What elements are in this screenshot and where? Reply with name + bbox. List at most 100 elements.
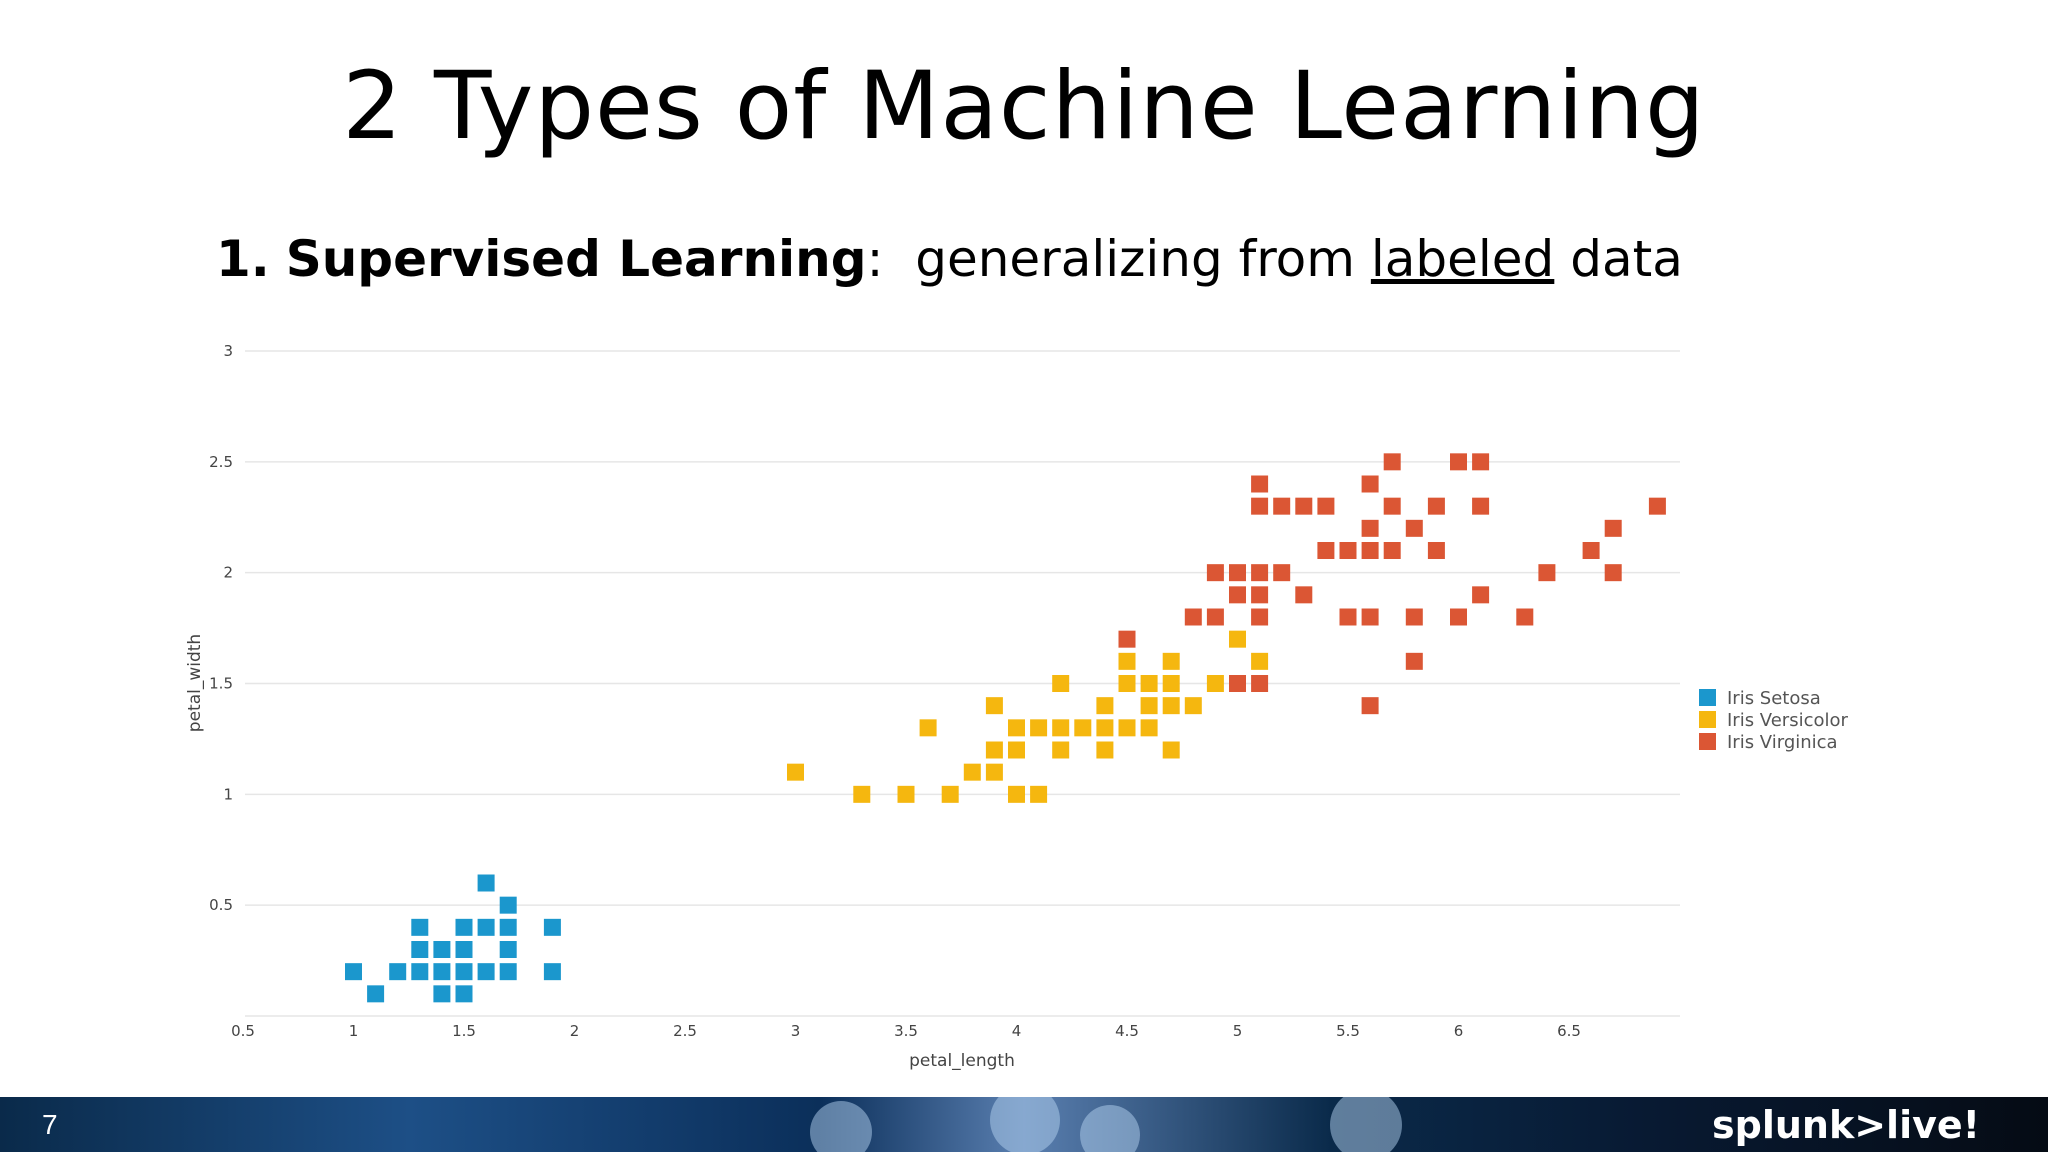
- subtitle-number: 1.: [216, 230, 270, 288]
- data-point: [477, 918, 495, 936]
- data-point: [433, 941, 451, 958]
- y-tick-label: 0.5: [209, 896, 233, 914]
- data-point: [455, 918, 473, 936]
- data-point: [941, 785, 959, 803]
- x-tick-label: 3: [791, 1022, 801, 1040]
- data-point: [1052, 675, 1070, 692]
- subtitle-post: data: [1570, 230, 1683, 288]
- data-point: [367, 985, 385, 1003]
- data-point: [1251, 675, 1269, 692]
- data-point: [897, 785, 915, 803]
- x-tick-label: 5.5: [1336, 1022, 1360, 1040]
- data-point: [1206, 675, 1224, 692]
- legend-label: Iris Setosa: [1727, 688, 1821, 709]
- data-point: [1118, 630, 1136, 648]
- legend-swatch: [1699, 733, 1716, 750]
- x-tick-label: 4.5: [1115, 1022, 1139, 1040]
- data-point: [1162, 741, 1180, 759]
- data-point: [1118, 719, 1136, 737]
- data-point: [1383, 497, 1401, 515]
- data-point: [1361, 519, 1379, 537]
- data-point: [1008, 785, 1025, 803]
- data-point: [1052, 719, 1070, 737]
- data-point: [411, 918, 429, 936]
- data-point: [1118, 652, 1136, 670]
- subtitle-pre: generalizing from: [915, 230, 1355, 288]
- data-point: [1450, 453, 1467, 471]
- data-point: [1184, 697, 1202, 715]
- data-point: [1229, 564, 1246, 582]
- footer-bar: 7 splunk>live!: [0, 1097, 2048, 1152]
- x-tick-label: 6: [1454, 1022, 1464, 1040]
- x-tick-label: 5: [1233, 1022, 1243, 1040]
- data-point: [1339, 608, 1357, 626]
- data-point: [1206, 608, 1224, 626]
- slide-title: 2 Types of Machine Learning: [342, 52, 1706, 161]
- data-point: [477, 874, 495, 892]
- brand-logo: splunk>live!: [1712, 1103, 1980, 1147]
- data-point: [455, 963, 473, 981]
- data-point: [1184, 608, 1202, 626]
- data-point: [1273, 497, 1291, 515]
- data-point: [1162, 652, 1180, 670]
- data-point: [1582, 542, 1600, 559]
- data-point: [543, 918, 561, 936]
- x-tick-label: 1: [349, 1022, 359, 1040]
- x-tick-label: 6.5: [1557, 1022, 1581, 1040]
- y-tick-label: 2: [223, 564, 233, 582]
- data-point: [1140, 675, 1158, 692]
- data-point: [1008, 719, 1025, 737]
- legend-swatch: [1699, 689, 1716, 706]
- data-point: [919, 719, 937, 737]
- data-point: [1251, 475, 1269, 493]
- data-point: [1383, 542, 1401, 559]
- x-tick-label: 2: [570, 1022, 580, 1040]
- data-point: [433, 963, 451, 981]
- footer-decoration: [1080, 1105, 1140, 1152]
- footer-decoration: [1330, 1097, 1402, 1152]
- data-point: [1206, 564, 1224, 582]
- subtitle-underlined: labeled: [1370, 230, 1555, 288]
- footer-decoration: [810, 1101, 872, 1152]
- data-point: [1295, 497, 1313, 515]
- x-tick-label: 3.5: [894, 1022, 918, 1040]
- data-point: [1162, 675, 1180, 692]
- data-point: [963, 763, 981, 781]
- data-point: [1096, 719, 1114, 737]
- data-point: [1472, 497, 1490, 515]
- data-point: [1361, 542, 1379, 559]
- slide-subtitle: 1. Supervised Learning: generalizing fro…: [216, 230, 1683, 288]
- data-point: [499, 896, 517, 914]
- data-point: [411, 941, 429, 958]
- legend-swatch: [1699, 711, 1716, 728]
- data-point: [455, 941, 473, 958]
- data-point: [1339, 542, 1357, 559]
- data-point: [1472, 586, 1490, 604]
- data-point: [1251, 608, 1269, 626]
- x-axis-label: petal_length: [909, 1051, 1015, 1071]
- data-point: [1361, 608, 1379, 626]
- x-tick-label: 0.5: [231, 1022, 255, 1040]
- x-tick-label: 1.5: [452, 1022, 476, 1040]
- data-point: [1251, 652, 1269, 670]
- legend-label: Iris Versicolor: [1727, 710, 1849, 731]
- data-point: [499, 918, 517, 936]
- data-point: [1008, 741, 1025, 759]
- data-point: [1096, 741, 1114, 759]
- slide-number: 7: [42, 1109, 58, 1140]
- data-point: [1450, 608, 1467, 626]
- data-point: [1472, 453, 1490, 471]
- data-point: [1273, 564, 1291, 582]
- data-point: [1030, 719, 1048, 737]
- data-point: [1538, 564, 1556, 582]
- data-point: [1604, 564, 1622, 582]
- data-point: [1317, 542, 1335, 559]
- scatter-chart: 0.5 1 1.5 2 2.5 3 0.5 1 1.5 2 2.5 3 3.5 4 4.5 5 5.5 6 6.5 p…: [185, 342, 1849, 1071]
- data-point: [477, 963, 495, 981]
- data-point: [1405, 519, 1423, 537]
- data-point: [853, 785, 871, 803]
- data-point: [787, 763, 804, 781]
- data-point: [1074, 719, 1092, 737]
- data-point: [1361, 697, 1379, 715]
- subtitle-term: Supervised Learning: [285, 230, 867, 288]
